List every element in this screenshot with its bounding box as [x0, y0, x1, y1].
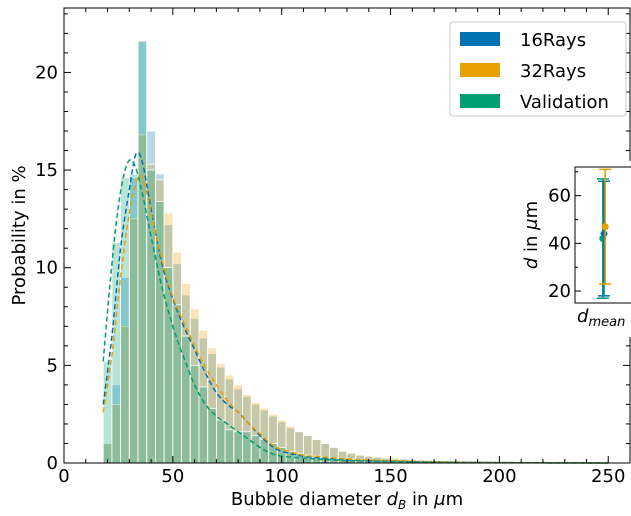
x-tick-label: 50 — [161, 466, 184, 487]
y-tick-label: 20 — [35, 62, 58, 83]
x-tick-label: 150 — [373, 466, 407, 487]
x-axis-label-var: d — [387, 489, 399, 510]
legend-label-16rays: 16Rays — [520, 30, 586, 51]
legend-swatch-32rays — [460, 63, 500, 77]
x-axis-label-unit-pre: in — [406, 489, 434, 510]
x-tick-label: 0 — [58, 466, 69, 487]
y-axis-label: Probability in % — [9, 165, 30, 305]
inset-y-tick-label: 60 — [548, 186, 571, 207]
inset-mean-point-32rays — [602, 223, 609, 230]
hist-bar-validation — [251, 436, 260, 463]
legend-swatch-validation — [460, 94, 500, 108]
inset-y-tick-label: 20 — [548, 281, 571, 302]
hist-bar-validation — [138, 41, 147, 463]
inset-y-label-unit: m — [521, 201, 542, 219]
x-axis-label-sub: B — [398, 498, 406, 512]
inset-mean-point-16rays — [601, 230, 608, 237]
y-tick-label: 0 — [47, 453, 58, 474]
inset-y-tick-label: 40 — [548, 233, 571, 254]
y-tick-label: 10 — [35, 258, 58, 279]
legend-swatch-16rays — [460, 32, 500, 46]
hist-bar-validation — [234, 432, 243, 463]
y-tick-label: 5 — [47, 355, 58, 376]
x-axis-label-unit: m — [446, 489, 464, 510]
x-tick-label: 200 — [482, 466, 516, 487]
hist-bar-validation — [199, 387, 208, 463]
inset-y-label-mid: in — [521, 230, 542, 258]
x-tick-label: 250 — [591, 466, 625, 487]
legend-label-32rays: 32Rays — [520, 61, 586, 82]
hist-bar-validation — [182, 336, 191, 463]
inset-x-label-var: d — [577, 306, 589, 327]
hist-bar-validation — [208, 408, 217, 463]
x-axis-label-mu: μ — [433, 489, 445, 510]
y-tick-label: 15 — [35, 160, 58, 181]
x-axis-label: Bubble diameter dB in μm — [231, 489, 463, 512]
legend: 16Rays 32Rays Validation — [450, 22, 626, 116]
x-axis-label-main: Bubble diameter — [231, 489, 387, 510]
hist-bar-validation — [190, 365, 199, 463]
legend-label-validation: Validation — [520, 92, 609, 113]
inset-y-label-var: d — [521, 257, 542, 269]
hist-bar-validation — [225, 430, 234, 463]
hist-bar-validation — [129, 174, 138, 463]
hist-bar-validation — [216, 420, 225, 463]
hist-bar-validation — [112, 242, 121, 463]
inset-y-axis-label: d in μm — [521, 201, 542, 269]
inset-y-label-mu: μ — [521, 218, 542, 230]
inset-x-label-sub: mean — [588, 315, 625, 330]
x-tick-label: 100 — [265, 466, 299, 487]
